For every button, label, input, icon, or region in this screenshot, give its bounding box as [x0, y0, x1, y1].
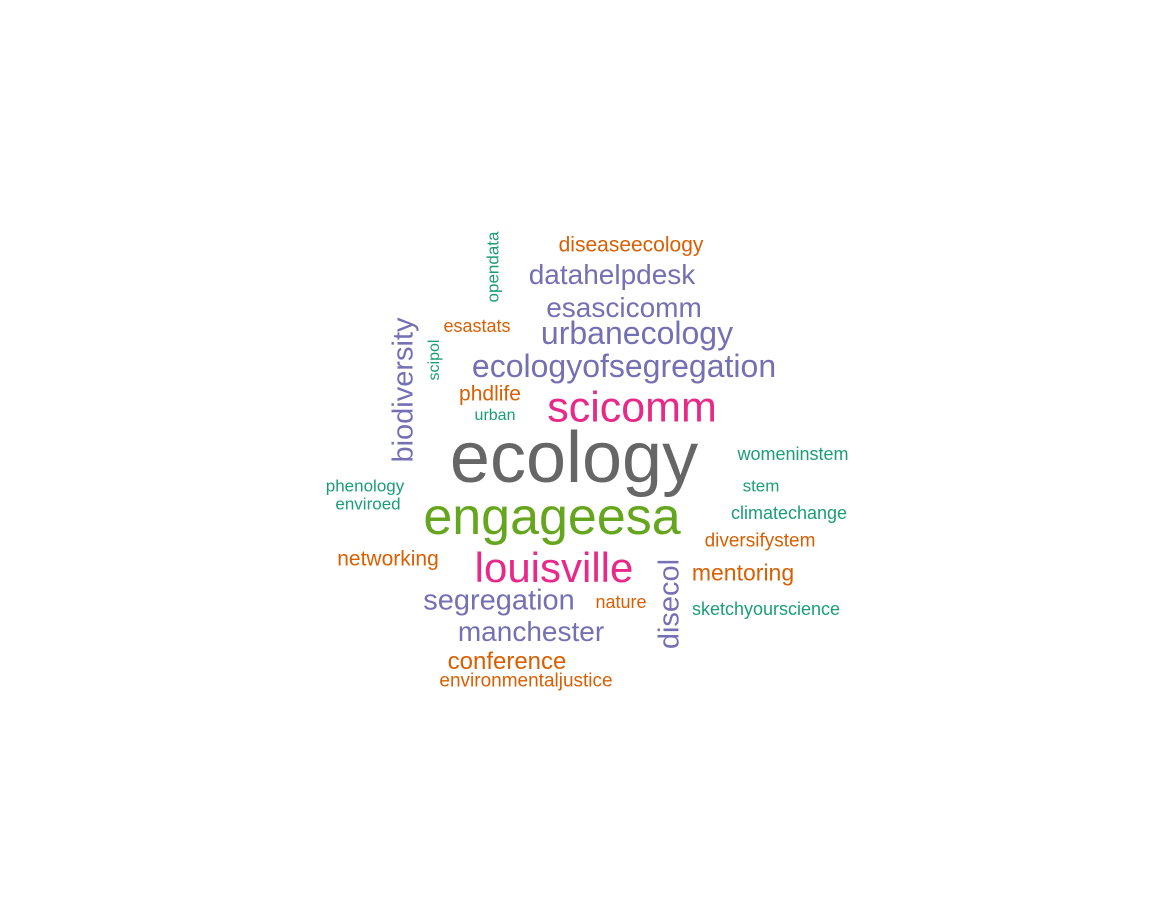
word-networking: networking: [337, 547, 439, 571]
word-enviroed: enviroed: [335, 494, 401, 514]
word-conference: conference: [447, 648, 567, 675]
word-esastats: esastats: [443, 316, 511, 336]
word-esascicomm: esascicomm: [546, 292, 702, 323]
word-nature: nature: [595, 592, 647, 612]
word-segregation: segregation: [423, 584, 575, 617]
word-womeninstem: womeninstem: [737, 444, 849, 464]
word-stem: stem: [742, 476, 780, 496]
word-phenology: phenology: [325, 476, 405, 496]
word-environmentaljustice: environmentaljustice: [439, 670, 613, 692]
word-diversifystem: diversifystem: [704, 530, 816, 552]
word-urbanecology: urbanecology: [540, 315, 734, 351]
word-ecology: ecology: [449, 418, 699, 498]
word-ecologyofsegregation: ecologyofsegregation: [471, 348, 777, 384]
word-disecol: disecol: [653, 558, 686, 650]
word-opendata: opendata: [483, 231, 503, 303]
word-sketchyourscience: sketchyourscience: [691, 599, 841, 619]
word-louisville: louisville: [474, 544, 634, 591]
word-biodiversity: biodiversity: [387, 317, 420, 463]
word-mentoring: mentoring: [691, 559, 795, 586]
word-climatechange: climatechange: [730, 503, 848, 523]
word-diseaseecology: diseaseecology: [558, 233, 704, 257]
word-phdlife: phdlife: [459, 382, 521, 406]
word-scicomm: scicomm: [547, 383, 717, 432]
word-urban: urban: [474, 407, 516, 424]
word-datahelpdesk: datahelpdesk: [528, 259, 696, 290]
word-manchester: manchester: [457, 616, 605, 647]
word-engageesa: engageesa: [423, 488, 681, 546]
word-scipol: scipol: [426, 339, 443, 381]
